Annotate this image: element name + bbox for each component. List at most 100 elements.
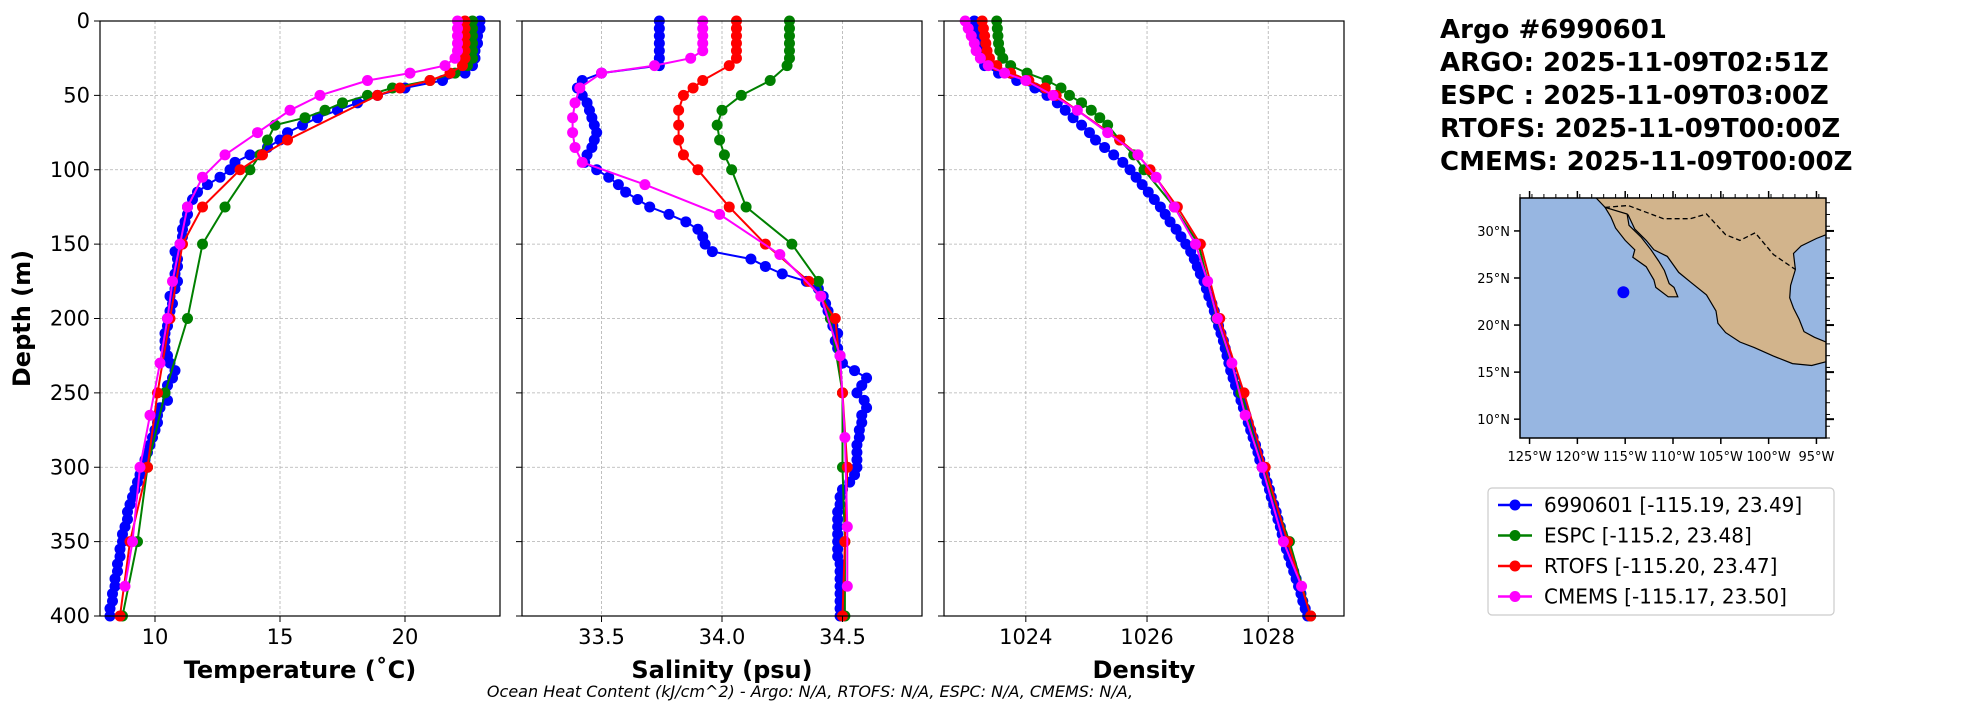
argo-point bbox=[1090, 134, 1102, 146]
argo-point bbox=[759, 260, 771, 272]
cmems-point bbox=[596, 67, 608, 79]
cmems-point bbox=[567, 127, 579, 139]
espc-point bbox=[735, 89, 747, 101]
legend-swatch-marker bbox=[1509, 499, 1521, 511]
espc-point bbox=[1063, 89, 1075, 101]
cmems-point bbox=[404, 67, 416, 79]
map-lon-label: 95°W bbox=[1798, 450, 1834, 465]
cmems-point bbox=[1168, 201, 1180, 213]
argo-point bbox=[620, 186, 632, 198]
legend-box bbox=[1487, 487, 1835, 616]
espc-point bbox=[764, 75, 776, 86]
espc-point bbox=[244, 164, 256, 176]
x-tick-label: 1024 bbox=[999, 625, 1052, 649]
legend-label: CMEMS [-115.17, 23.50] bbox=[1544, 585, 1787, 609]
cmems-line bbox=[571, 21, 849, 587]
cmems-point bbox=[1202, 275, 1214, 287]
float-title: Argo #6990601 bbox=[1440, 15, 1667, 45]
rtofs-point bbox=[803, 275, 815, 287]
x-tick-label: 1028 bbox=[1242, 625, 1295, 649]
cmems-point bbox=[219, 149, 231, 161]
cmems-point bbox=[174, 238, 186, 250]
x-tick-label: 34.5 bbox=[819, 625, 866, 649]
y-tick-label: 50 bbox=[63, 83, 90, 107]
espc-point bbox=[197, 238, 208, 250]
argo-point bbox=[224, 164, 236, 176]
legend-label: ESPC [-115.2, 23.48] bbox=[1544, 524, 1752, 548]
ocean-heat-content-note: Ocean Heat Content (kJ/cm^2) - Argo: N/A… bbox=[486, 682, 1134, 701]
argo-time: ARGO: 2025-11-09T02:51Z bbox=[1440, 48, 1829, 78]
map-lat-label: 20°N bbox=[1477, 319, 1510, 334]
title-block: Argo #6990601 ARGO: 2025-11-09T02:51Z ES… bbox=[1440, 14, 1852, 179]
argo-point bbox=[745, 253, 757, 265]
legend-swatch-marker bbox=[1509, 560, 1521, 572]
argo-point bbox=[1059, 104, 1071, 116]
map-lon-label: 110°W bbox=[1651, 450, 1695, 465]
argo-point bbox=[849, 365, 861, 377]
cmems-series bbox=[119, 15, 463, 592]
y-tick-label: 300 bbox=[50, 455, 90, 479]
rtofs-point bbox=[257, 149, 268, 161]
rtofs-point bbox=[673, 119, 685, 131]
rtofs-point bbox=[424, 75, 436, 86]
cmems-point bbox=[284, 104, 296, 116]
argo-point bbox=[612, 179, 624, 191]
cmems-point bbox=[1150, 171, 1162, 183]
espc-point bbox=[337, 97, 348, 109]
espc-point bbox=[781, 60, 793, 72]
legend-swatch-marker bbox=[1509, 530, 1521, 541]
cmems-point bbox=[1020, 75, 1032, 86]
rtofs-point bbox=[841, 461, 853, 473]
map-lon-label: 120°W bbox=[1555, 450, 1599, 465]
cmems-point bbox=[449, 52, 461, 64]
cmems-point bbox=[439, 60, 451, 72]
cmems-point bbox=[569, 141, 581, 153]
argo-point bbox=[1076, 119, 1088, 131]
cmems-point bbox=[1132, 149, 1144, 161]
argo-point bbox=[1124, 164, 1136, 176]
argo-point bbox=[214, 171, 226, 183]
argo-location-marker bbox=[1617, 286, 1630, 299]
argo-point bbox=[1142, 186, 1154, 198]
mexico-coastline bbox=[1595, 198, 1826, 367]
argo-point bbox=[1099, 141, 1111, 153]
cmems-series bbox=[567, 15, 853, 592]
espc-point bbox=[299, 112, 311, 124]
argo-point bbox=[644, 201, 656, 213]
cmems-point bbox=[999, 67, 1011, 79]
rtofs-point bbox=[723, 60, 735, 72]
rtofs-point bbox=[234, 164, 246, 176]
cmems-point bbox=[1226, 357, 1238, 369]
argo-point bbox=[1164, 216, 1176, 228]
x-tick-label: 1026 bbox=[1120, 625, 1173, 649]
cmems-point bbox=[576, 156, 588, 168]
rtofs-point bbox=[677, 89, 689, 101]
y-tick-label: 350 bbox=[50, 530, 90, 554]
us-mexico-border bbox=[1605, 204, 1796, 271]
x-tick-label: 15 bbox=[267, 625, 294, 649]
map-land bbox=[1595, 198, 1826, 367]
rtofs-point bbox=[687, 82, 699, 94]
map-lon-label: 100°W bbox=[1747, 450, 1791, 465]
y-tick-label: 200 bbox=[50, 307, 90, 331]
argo-point bbox=[776, 268, 788, 280]
espc-point bbox=[1094, 112, 1106, 124]
map-lon-label: 125°W bbox=[1507, 450, 1551, 465]
espc-point bbox=[711, 119, 723, 131]
y-tick-label: 100 bbox=[50, 158, 90, 182]
cmems-point bbox=[834, 350, 846, 362]
argo-point bbox=[603, 171, 615, 183]
cmems-point bbox=[362, 75, 373, 86]
y-tick-label: 400 bbox=[50, 604, 90, 628]
argo-point bbox=[1136, 179, 1148, 191]
cmems-point bbox=[197, 171, 208, 183]
x-tick-label: 33.5 bbox=[578, 625, 625, 649]
y-tick-label: 0 bbox=[77, 9, 90, 33]
y-tick-label: 250 bbox=[50, 381, 90, 405]
espc-line bbox=[995, 20, 1312, 617]
cmems-point bbox=[567, 112, 579, 124]
cmems-line bbox=[964, 20, 1303, 587]
argo-point bbox=[1108, 149, 1120, 161]
cmems-point bbox=[574, 82, 586, 94]
cmems-point bbox=[1047, 89, 1059, 101]
